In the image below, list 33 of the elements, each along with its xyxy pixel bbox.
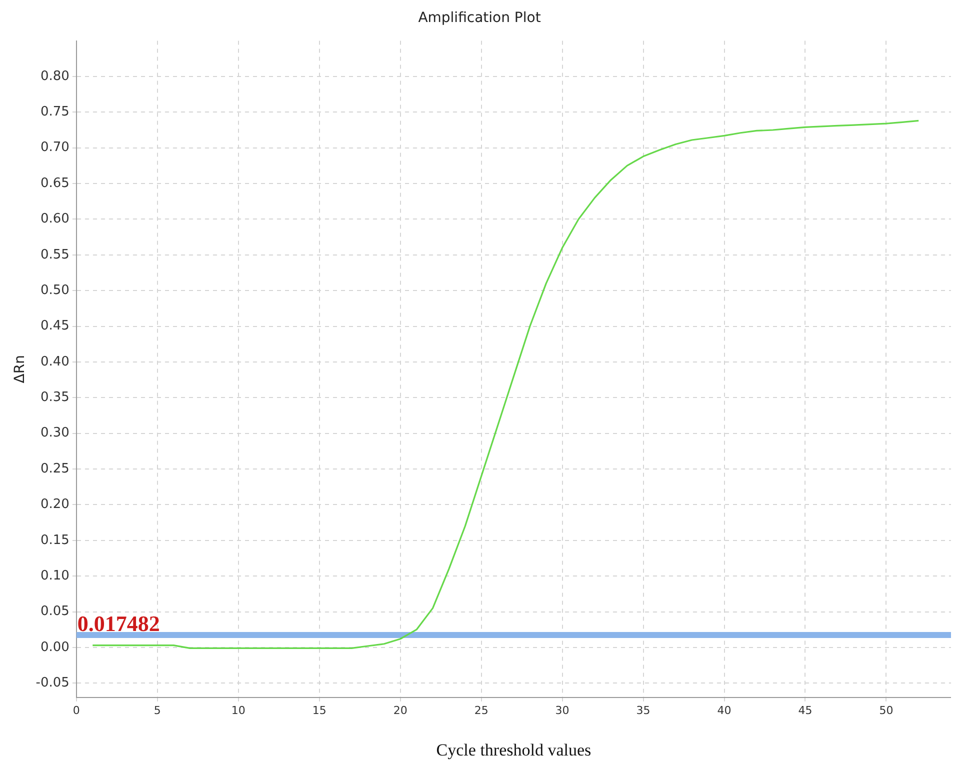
y-tick-label: 0.10 [40,568,70,584]
x-tick-label: 25 [474,704,488,717]
y-tick-label: 0.60 [40,212,70,227]
y-tick-label: 0.35 [40,390,70,406]
y-tick-label: 0.65 [40,176,70,191]
y-tick-label: 0.20 [40,497,70,512]
y-tick-label: 0.50 [40,282,70,298]
x-axis-title: Cycle threshold values [436,740,592,760]
x-tick-label: 30 [555,704,570,717]
y-tick-label: 0.45 [40,318,70,334]
x-tick-label: 5 [154,704,161,717]
y-tick-label: 0.75 [40,104,70,120]
y-tick-label: 0.70 [40,140,70,156]
x-tick-label: 10 [231,704,246,717]
x-tick-label: 20 [393,704,408,717]
y-axis-title: ΔRn [12,355,28,384]
y-tick-label: -0.05 [36,676,70,690]
y-tick-label: 0.40 [40,354,70,370]
y-tick-label: 0.00 [40,640,70,655]
x-tick-label: 15 [312,704,326,717]
y-tick-label: 0.05 [40,604,70,620]
chart-title: Amplification Plot [418,10,542,26]
ref-line-label: 0.017482 [77,610,160,636]
y-tick-label: 0.15 [40,532,70,548]
y-tick-label: 0.25 [40,461,70,476]
x-tick-label: 40 [717,704,732,717]
x-tick-label: 35 [636,704,650,717]
y-tick-label: 0.55 [40,247,70,262]
x-tick-label: 50 [879,704,894,717]
x-tick-label: 0 [72,704,80,717]
x-tick-label: 45 [798,704,812,717]
y-tick-label: 0.80 [40,68,70,84]
y-tick-label: 0.30 [40,426,70,441]
